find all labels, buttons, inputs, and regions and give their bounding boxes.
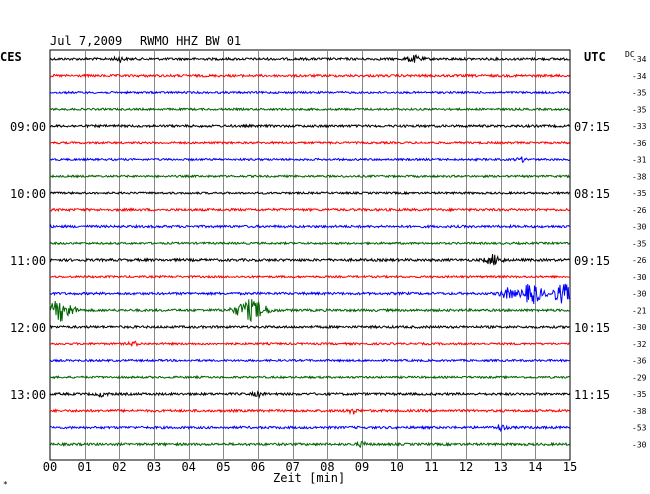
dc-offset-label: -30 bbox=[632, 440, 647, 449]
dc-offset-label: -38 bbox=[632, 172, 647, 181]
left-axis-title: CES bbox=[0, 50, 22, 64]
seismic-trace bbox=[49, 324, 570, 330]
dc-offset-label: -35 bbox=[632, 105, 647, 114]
x-tick-label: 11 bbox=[424, 460, 438, 474]
dc-offset-label: -38 bbox=[632, 407, 647, 416]
seismic-trace bbox=[49, 253, 570, 266]
dc-offset-label: -35 bbox=[632, 189, 647, 198]
dc-offset-label: -30 bbox=[632, 290, 647, 299]
dc-offset-label: -35 bbox=[632, 239, 647, 248]
dc-offset-label: -32 bbox=[632, 340, 647, 349]
dc-offset-label: -30 bbox=[632, 323, 647, 332]
dc-offset-label: -34 bbox=[632, 55, 647, 64]
x-tick-label: 10 bbox=[389, 460, 403, 474]
seismic-trace bbox=[49, 390, 571, 400]
x-tick-label: 01 bbox=[77, 460, 91, 474]
dc-offset-label: -35 bbox=[632, 390, 647, 399]
dc-offset-label: -21 bbox=[632, 306, 647, 315]
left-time-label: 10:00 bbox=[10, 187, 46, 201]
seismic-trace bbox=[49, 358, 570, 363]
seismic-trace bbox=[49, 274, 570, 279]
seismic-trace bbox=[49, 223, 570, 230]
dc-offset-label: -29 bbox=[632, 373, 647, 382]
seismic-trace bbox=[49, 424, 571, 433]
seismic-trace bbox=[49, 156, 571, 163]
dc-offset-label: -36 bbox=[632, 139, 647, 148]
right-time-label: 10:15 bbox=[574, 321, 610, 335]
left-time-label: 13:00 bbox=[10, 388, 46, 402]
right-time-label: 08:15 bbox=[574, 187, 610, 201]
dc-offset-label: -35 bbox=[632, 89, 647, 98]
axis-labels: 00 01 02 03 04 05 06 07 08 09 10 11 12 13 14 15 09:00 10:… bbox=[10, 55, 647, 474]
right-axis-title: UTC bbox=[584, 50, 606, 64]
dc-label: DC bbox=[625, 50, 635, 59]
x-tick-label: 02 bbox=[112, 460, 126, 474]
seismic-trace bbox=[49, 107, 571, 112]
dc-offset-label: -34 bbox=[632, 72, 647, 81]
x-tick-label: 09 bbox=[355, 460, 369, 474]
x-axis-title: Zeit [min] bbox=[273, 471, 345, 485]
x-tick-label: 13 bbox=[493, 460, 507, 474]
plot-frame bbox=[49, 49, 571, 461]
corner-mark: * bbox=[3, 480, 8, 489]
seismic-trace bbox=[49, 299, 570, 323]
dc-offset-label: -53 bbox=[632, 424, 647, 433]
x-tick-label: 04 bbox=[181, 460, 195, 474]
seismic-trace bbox=[49, 190, 571, 196]
seismic-trace bbox=[49, 408, 571, 416]
chart-title-date: Jul 7,2009 bbox=[50, 34, 122, 48]
dc-offset-label: -26 bbox=[632, 206, 647, 215]
left-time-label: 12:00 bbox=[10, 321, 46, 335]
x-tick-label: 15 bbox=[563, 460, 577, 474]
x-tick-label: 03 bbox=[147, 460, 161, 474]
dc-offset-label: -31 bbox=[632, 156, 647, 165]
seismic-trace bbox=[49, 90, 571, 95]
seismic-trace bbox=[49, 374, 570, 380]
seismic-trace bbox=[49, 440, 571, 448]
x-tick-label: 06 bbox=[251, 460, 265, 474]
seismic-trace bbox=[49, 340, 571, 348]
x-tick-label: 14 bbox=[528, 460, 542, 474]
right-time-label: 09:15 bbox=[574, 254, 610, 268]
left-time-label: 11:00 bbox=[10, 254, 46, 268]
dc-offset-label: -36 bbox=[632, 357, 647, 366]
left-time-label: 09:00 bbox=[10, 120, 46, 134]
right-time-label: 07:15 bbox=[574, 120, 610, 134]
dc-offset-label: -33 bbox=[632, 122, 647, 131]
traces bbox=[49, 53, 571, 448]
seismic-trace bbox=[49, 53, 570, 64]
seismic-trace bbox=[49, 73, 571, 79]
x-tick-label: 07 bbox=[285, 460, 299, 474]
dc-offset-label: -30 bbox=[632, 223, 647, 232]
dc-offset-label: -26 bbox=[632, 256, 647, 265]
seismic-trace bbox=[49, 140, 571, 145]
x-tick-label: 00 bbox=[43, 460, 57, 474]
seismic-trace bbox=[49, 123, 571, 129]
seismic-trace bbox=[49, 240, 571, 246]
seismic-trace bbox=[49, 207, 571, 213]
x-tick-label: 05 bbox=[216, 460, 230, 474]
dc-offset-label: -30 bbox=[632, 273, 647, 282]
x-tick-label: 12 bbox=[459, 460, 473, 474]
seismic-trace bbox=[49, 283, 571, 304]
seismic-trace bbox=[49, 173, 571, 179]
x-tick-label: 08 bbox=[320, 460, 334, 474]
grid bbox=[49, 49, 571, 461]
chart-title-station: RWMO HHZ BW 01 bbox=[140, 34, 241, 48]
right-time-label: 11:15 bbox=[574, 388, 610, 402]
